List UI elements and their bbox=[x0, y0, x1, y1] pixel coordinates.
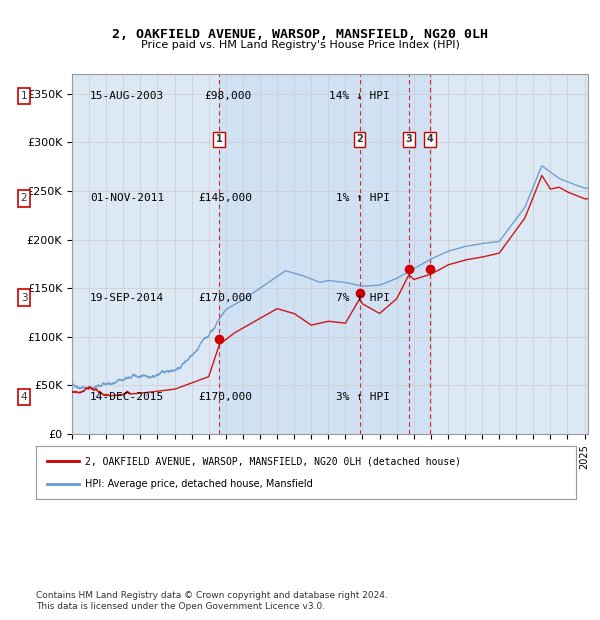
Text: 01-NOV-2011: 01-NOV-2011 bbox=[90, 193, 164, 203]
Text: HPI: Average price, detached house, Mansfield: HPI: Average price, detached house, Mans… bbox=[85, 479, 313, 489]
Text: 3% ↑ HPI: 3% ↑ HPI bbox=[336, 392, 390, 402]
Bar bbox=[219, 74, 430, 434]
Text: 4: 4 bbox=[427, 134, 433, 144]
Text: 14% ↓ HPI: 14% ↓ HPI bbox=[329, 91, 390, 101]
Text: 19-SEP-2014: 19-SEP-2014 bbox=[90, 293, 164, 303]
Text: 2, OAKFIELD AVENUE, WARSOP, MANSFIELD, NG20 0LH (detached house): 2, OAKFIELD AVENUE, WARSOP, MANSFIELD, N… bbox=[85, 456, 461, 466]
Text: Price paid vs. HM Land Registry's House Price Index (HPI): Price paid vs. HM Land Registry's House … bbox=[140, 40, 460, 50]
Text: £170,000: £170,000 bbox=[198, 293, 252, 303]
Text: 3: 3 bbox=[20, 293, 28, 303]
Text: 2: 2 bbox=[356, 134, 363, 144]
Text: 1: 1 bbox=[20, 91, 28, 101]
Text: 4: 4 bbox=[20, 392, 28, 402]
Text: £170,000: £170,000 bbox=[198, 392, 252, 402]
Text: 15-AUG-2003: 15-AUG-2003 bbox=[90, 91, 164, 101]
Text: 1: 1 bbox=[216, 134, 223, 144]
Text: 3: 3 bbox=[406, 134, 412, 144]
Text: 2: 2 bbox=[20, 193, 28, 203]
Text: £98,000: £98,000 bbox=[205, 91, 252, 101]
Text: £145,000: £145,000 bbox=[198, 193, 252, 203]
Text: Contains HM Land Registry data © Crown copyright and database right 2024.
This d: Contains HM Land Registry data © Crown c… bbox=[36, 591, 388, 611]
Text: 14-DEC-2015: 14-DEC-2015 bbox=[90, 392, 164, 402]
Text: 1% ↑ HPI: 1% ↑ HPI bbox=[336, 193, 390, 203]
Text: 2, OAKFIELD AVENUE, WARSOP, MANSFIELD, NG20 0LH: 2, OAKFIELD AVENUE, WARSOP, MANSFIELD, N… bbox=[112, 28, 488, 41]
Text: 7% ↑ HPI: 7% ↑ HPI bbox=[336, 293, 390, 303]
